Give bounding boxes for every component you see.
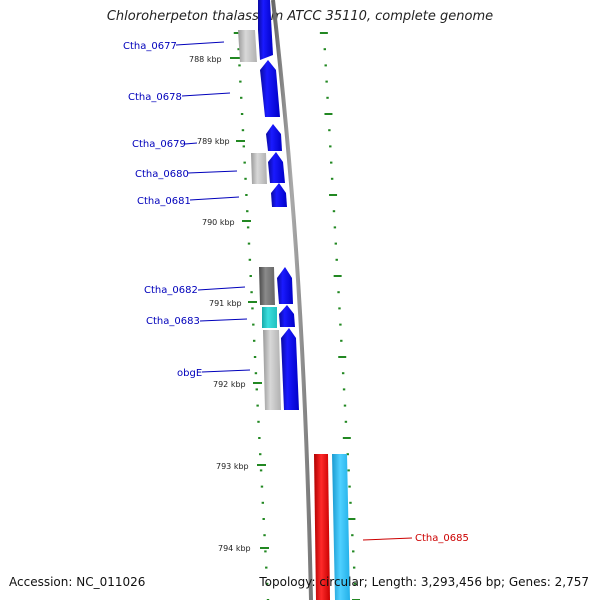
kbp-label-793: 793 kbp: [216, 462, 249, 471]
gene-arrow-0681[interactable]: [271, 183, 287, 207]
leader-0679: [184, 142, 198, 145]
gene-label-ctha-0679[interactable]: Ctha_0679: [132, 139, 186, 150]
label-leaders: [175, 41, 413, 541]
gene-labels: Ctha_0677 Ctha_0678 Ctha_0679 Ctha_0680 …: [123, 41, 469, 544]
tick-track-right: [319, 32, 360, 600]
leader-0678: [181, 92, 231, 97]
leader-0685: [362, 537, 413, 541]
kbp-label-790: 790 kbp: [202, 218, 235, 227]
gene-arrow-obge[interactable]: [281, 328, 299, 410]
gene-arrow-0678[interactable]: [260, 60, 280, 117]
feature-block-0682: [259, 267, 275, 305]
kbp-label-792: 792 kbp: [213, 380, 246, 389]
kbp-ticks: 788 kbp 789 kbp 790 kbp 791 kbp 792 kbp …: [189, 55, 269, 553]
kbp-label-789: 789 kbp: [197, 137, 230, 146]
feature-block-0683: [262, 307, 277, 328]
kbp-label-788: 788 kbp: [189, 55, 222, 64]
gene-block-red[interactable]: [314, 454, 330, 600]
gene-arrow-0679[interactable]: [266, 124, 282, 151]
accession-text: Accession: NC_011026: [9, 575, 146, 589]
kbp-label-791: 791 kbp: [209, 299, 242, 308]
gene-label-ctha-0678[interactable]: Ctha_0678: [128, 92, 182, 103]
leader-obge: [201, 369, 251, 373]
gene-label-obge[interactable]: obgE: [177, 368, 202, 379]
gene-arrow-0682[interactable]: [277, 267, 293, 304]
feature-block-0677: [238, 30, 257, 62]
leader-0683: [199, 318, 248, 322]
gene-label-ctha-0685[interactable]: Ctha_0685: [415, 533, 469, 544]
kbp-label-794: 794 kbp: [218, 544, 251, 553]
gene-label-ctha-0682[interactable]: Ctha_0682: [144, 285, 198, 296]
gene-arrow-0677[interactable]: [258, 0, 273, 60]
forward-genes: [258, 0, 299, 410]
leader-0682: [197, 286, 246, 291]
leader-0681: [189, 196, 240, 201]
map-title: Chloroherpeton thalassium ATCC 35110, co…: [106, 9, 494, 24]
gene-arrow-0683[interactable]: [279, 305, 295, 327]
gene-label-ctha-0680[interactable]: Ctha_0680: [135, 169, 189, 180]
feature-block-0680: [251, 153, 267, 184]
highlighted-genes: [314, 454, 350, 600]
tick-track-left: [233, 32, 270, 600]
gene-label-ctha-0677[interactable]: Ctha_0677: [123, 41, 177, 52]
gene-label-ctha-0681[interactable]: Ctha_0681: [137, 196, 191, 207]
topology-text: Topology: circular; Length: 3,293,456 bp…: [259, 575, 589, 589]
feature-blocks: [238, 30, 281, 410]
gene-arrow-0680[interactable]: [268, 152, 285, 183]
gene-block-cyan-0685[interactable]: [332, 454, 350, 600]
genome-backbone: [271, 0, 313, 600]
feature-block-obge: [263, 330, 281, 410]
gene-label-ctha-0683[interactable]: Ctha_0683: [146, 316, 200, 327]
leader-0680: [187, 170, 238, 174]
leader-0677: [175, 41, 225, 46]
